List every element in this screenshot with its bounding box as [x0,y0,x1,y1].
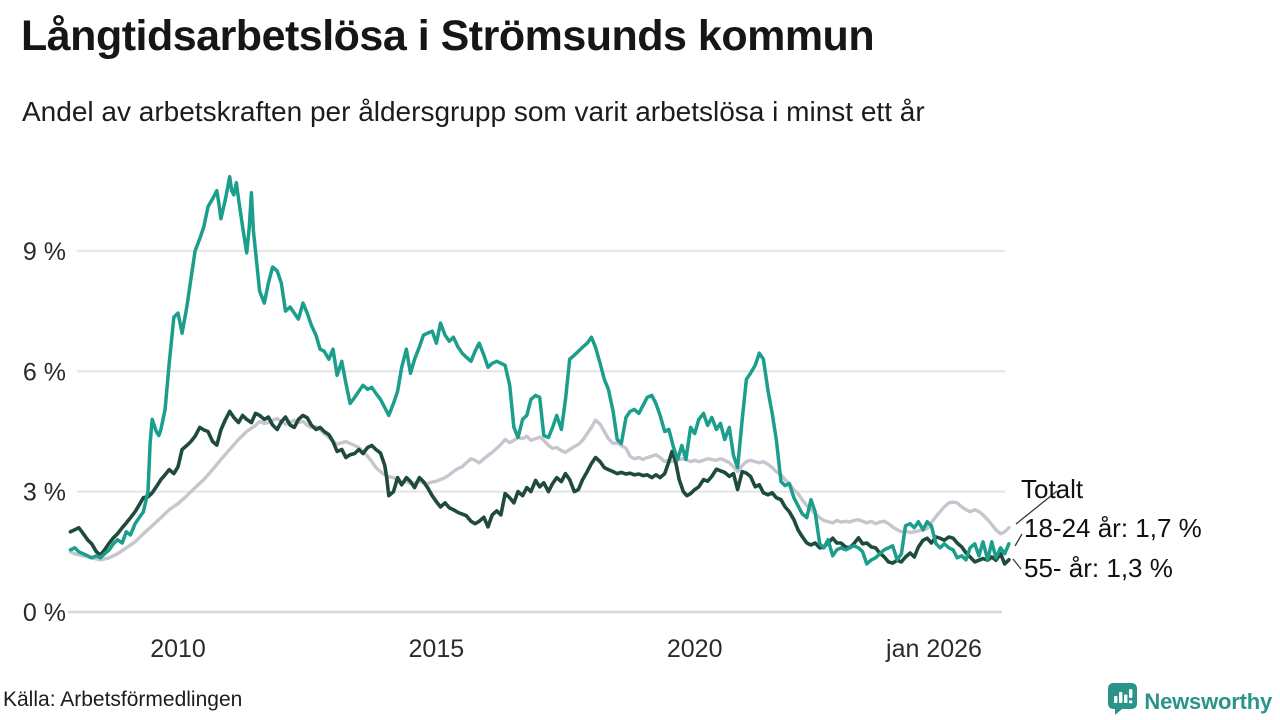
y-tick-label-9: 9 % [23,238,66,266]
x-tick-label-2010: 2010 [150,635,206,663]
y-tick-label-6: 6 % [23,358,66,386]
series-annotation-age-18-24: 18-24 år: 1,7 % [1024,513,1202,543]
series-annotation-totalt: Totalt [1021,474,1084,504]
leader-line-age-55 [1012,558,1022,570]
page-subtitle: Andel av arbetskraften per åldersgrupp s… [22,96,925,127]
series-line-55--år [68,409,1011,566]
page-title: Långtidsarbetslösa i Strömsunds kommun [21,12,875,60]
brand-lockup: Newsworthy [1108,683,1272,720]
source-note: Källa: Arbetsförmedlingen [3,688,243,711]
x-tick-label-2020: 2020 [667,635,723,663]
series-line-Totalt [68,416,1011,562]
x-tick-label-jan-2026: jan 2026 [885,635,982,663]
brand-name: Newsworthy [1144,688,1272,714]
y-tick-label-3: 3 % [23,479,66,507]
newsworthy-logo-icon [1108,683,1138,720]
series-annotation-age-55: 55- år: 1,3 % [1024,553,1173,583]
x-tick-label-2015: 2015 [409,635,465,663]
series-line-18-24-år [68,174,1011,566]
y-tick-label-0: 0 % [23,599,66,627]
leader-line-totalt [1015,490,1058,525]
leader-line-age-18-24 [1014,533,1023,547]
